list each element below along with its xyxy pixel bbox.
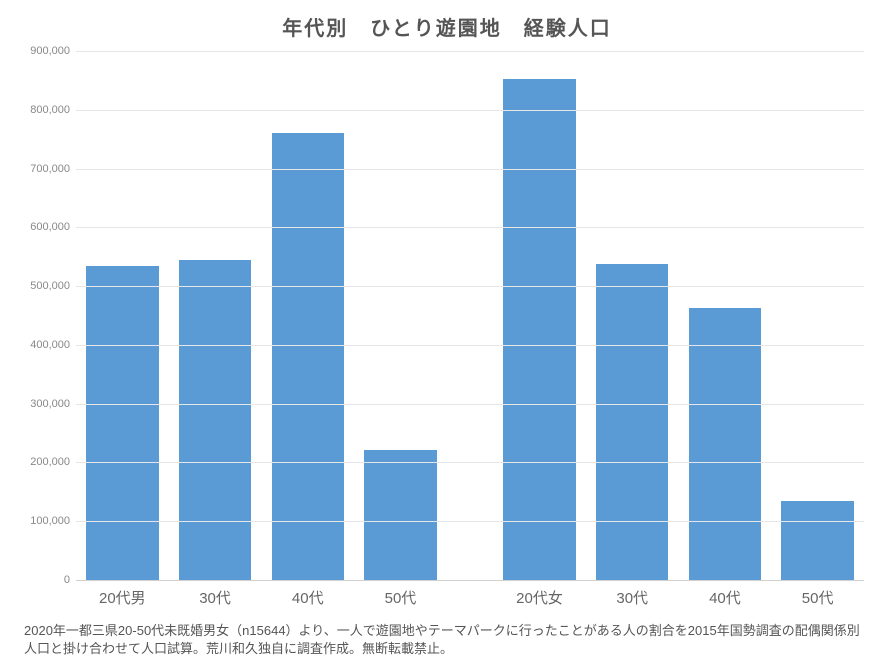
bar — [596, 264, 668, 580]
x-axis-label: 20代男 — [76, 587, 169, 608]
bar-slot — [354, 51, 447, 580]
x-axis-label: 40代 — [679, 587, 772, 608]
bar-slot — [261, 51, 354, 580]
plot-area: 0100,000200,000300,000400,000500,000600,… — [76, 51, 864, 581]
y-tick-label: 800,000 — [20, 104, 70, 116]
bar-gap — [447, 51, 493, 580]
bar — [179, 260, 251, 580]
x-axis-labels: 20代男30代40代50代20代女30代40代50代 — [76, 587, 864, 608]
x-axis-label: 20代女 — [493, 587, 586, 608]
y-tick-label: 600,000 — [20, 221, 70, 233]
x-axis-label: 50代 — [771, 587, 864, 608]
chart-title: 年代別 ひとり遊園地 経験人口 — [20, 12, 874, 41]
bars-group — [76, 51, 864, 580]
gridline — [76, 462, 864, 463]
gridline — [76, 227, 864, 228]
gridline — [76, 521, 864, 522]
bar-slot — [493, 51, 586, 580]
bar — [86, 266, 158, 580]
x-axis-label: 50代 — [354, 587, 447, 608]
gridline — [76, 51, 864, 52]
y-tick-label: 700,000 — [20, 163, 70, 175]
gridline — [76, 110, 864, 111]
bar — [781, 501, 853, 580]
chart-footnote: 2020年一都三県20-50代未既婚男女（n15644）より、一人で遊園地やテー… — [20, 622, 874, 658]
y-tick-label: 100,000 — [20, 515, 70, 527]
x-axis-label: 40代 — [261, 587, 354, 608]
chart-container: 年代別 ひとり遊園地 経験人口 0100,000200,000300,00040… — [0, 0, 894, 658]
y-tick-label: 500,000 — [20, 280, 70, 292]
bar — [503, 79, 575, 580]
bar — [689, 308, 761, 580]
bar-slot — [586, 51, 679, 580]
bar-slot — [169, 51, 262, 580]
x-axis-label: 30代 — [586, 587, 679, 608]
x-axis-label: 30代 — [169, 587, 262, 608]
x-label-gap — [447, 587, 493, 608]
gridline — [76, 286, 864, 287]
bar-slot — [76, 51, 169, 580]
y-tick-label: 200,000 — [20, 456, 70, 468]
bar-slot — [679, 51, 772, 580]
gridline — [76, 169, 864, 170]
bar — [364, 450, 436, 580]
bar — [272, 133, 344, 580]
gridline — [76, 404, 864, 405]
y-tick-label: 900,000 — [20, 45, 70, 57]
y-tick-label: 0 — [20, 574, 70, 586]
gridline — [76, 345, 864, 346]
y-tick-label: 400,000 — [20, 339, 70, 351]
bar-slot — [771, 51, 864, 580]
y-tick-label: 300,000 — [20, 398, 70, 410]
